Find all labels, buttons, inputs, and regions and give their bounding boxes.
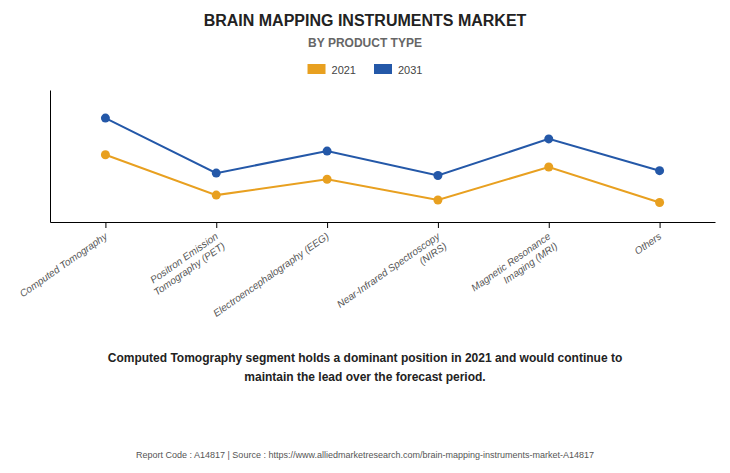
text-line: Computed Tomography segment holds a domi…	[108, 351, 622, 365]
subtitle: BY PRODUCT TYPE	[308, 36, 422, 50]
x-tick-mark	[660, 222, 661, 228]
x-tick-label: Near-Infrared Spectroscopy(NIRS)	[335, 230, 449, 320]
series-point	[544, 163, 553, 172]
legend-swatch	[308, 64, 326, 74]
text-line: Electroencephalography (EEG)	[211, 230, 331, 318]
x-tick-mark	[327, 222, 328, 228]
series-point	[433, 171, 442, 180]
chart: BRAIN MAPPING INSTRUMENTS MARKET BY PRODU…	[0, 0, 730, 473]
text-line: Report Code : A14817 | Source : https://…	[136, 450, 594, 460]
x-tick-label: Electroencephalography (EEG)	[211, 230, 331, 318]
x-tick: Positron EmissionTomography (PET)	[145, 222, 227, 298]
x-tick: Others	[632, 222, 663, 257]
x-tick: Computed Tomography	[18, 222, 110, 299]
legend-label: 2031	[398, 64, 422, 76]
series-point	[212, 169, 221, 178]
legend-label: 2021	[332, 64, 356, 76]
series-point	[655, 198, 664, 207]
series-point	[101, 150, 110, 159]
plot-area	[101, 114, 664, 207]
text-line: Near-Infrared Spectroscopy	[335, 230, 443, 310]
text-line: Computed Tomography	[18, 230, 110, 299]
text-line: Imaging (MRI)	[501, 240, 559, 285]
x-axis-line	[51, 222, 716, 223]
legend-item: 2031	[374, 64, 422, 76]
x-tick-label: Computed Tomography	[18, 230, 110, 299]
legend-item: 2021	[308, 64, 356, 76]
x-tick: Electroencephalography (EEG)	[211, 222, 331, 319]
x-tick: Magnetic ResonanceImaging (MRI)	[469, 222, 560, 303]
x-tick-label: Others	[632, 230, 663, 256]
text-line: maintain the lead over the forecast peri…	[244, 370, 485, 384]
series-point	[323, 147, 332, 156]
series-line	[105, 118, 659, 175]
legend-swatch	[374, 64, 392, 74]
annotation: Computed Tomography segment holds a domi…	[108, 351, 622, 384]
text-line: Tomography (PET)	[152, 240, 227, 297]
x-tick-mark	[549, 222, 550, 228]
x-tick: Near-Infrared Spectroscopy(NIRS)	[335, 222, 449, 320]
text-line: (NIRS)	[417, 240, 448, 267]
series-point	[655, 166, 664, 175]
series-point	[433, 196, 442, 205]
series-point	[101, 114, 110, 123]
series-point	[544, 134, 553, 143]
x-tick-mark	[105, 222, 106, 228]
annotation: Report Code : A14817 | Source : https://…	[136, 450, 594, 460]
x-axis: Computed Tomography Positron EmissionTomo…	[18, 222, 716, 320]
title: BRAIN MAPPING INSTRUMENTS MARKET	[204, 12, 527, 29]
x-tick-label: Magnetic ResonanceImaging (MRI)	[469, 230, 560, 303]
y-axis	[50, 91, 51, 223]
text-line: Others	[632, 230, 663, 256]
legend: 2021 2031	[308, 64, 423, 76]
y-axis-line	[50, 91, 51, 223]
series-line	[105, 155, 659, 203]
x-tick-mark	[216, 222, 217, 228]
series-point	[212, 191, 221, 200]
x-tick-label: Positron EmissionTomography (PET)	[145, 230, 227, 297]
x-tick-mark	[438, 222, 439, 228]
series-point	[323, 175, 332, 184]
